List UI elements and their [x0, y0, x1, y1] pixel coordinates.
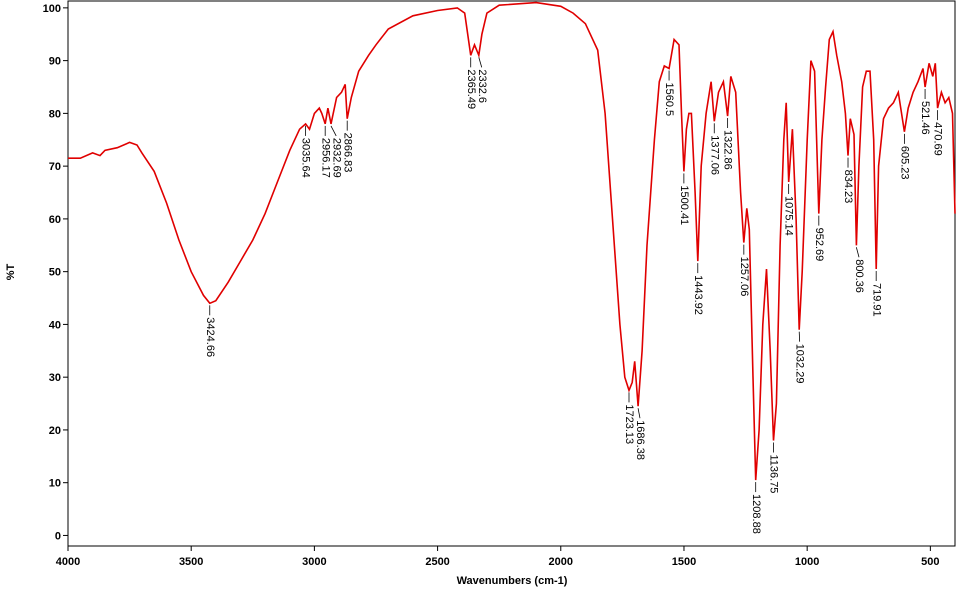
peak-label: 1443.92	[692, 275, 704, 315]
peak-label: 2866.83	[341, 133, 353, 173]
peak-leader	[637, 408, 641, 419]
x-tick-label: 4000	[56, 556, 80, 568]
peak-label: 1500.41	[678, 185, 690, 225]
y-tick-label: 60	[49, 214, 61, 226]
peak-label: 800.36	[853, 259, 865, 293]
peak-label: 834.23	[842, 170, 854, 204]
x-tick-label: 2500	[425, 556, 449, 568]
peak-label: 719.91	[870, 283, 882, 317]
x-tick-label: 1000	[795, 556, 819, 568]
y-axis-label: %T	[5, 263, 17, 280]
y-tick-label: 10	[49, 478, 61, 490]
x-tick-label: 500	[921, 556, 939, 568]
peak-leader	[855, 247, 860, 258]
peak-label: 1136.75	[768, 454, 780, 493]
peak-label: 1075.14	[783, 196, 795, 236]
peak-label: 1257.06	[738, 257, 750, 297]
peak-label: 605.23	[899, 146, 911, 180]
y-tick-label: 90	[49, 56, 61, 68]
spectrum-line	[68, 1, 956, 481]
peak-label: 1560.5	[663, 83, 675, 117]
y-tick-label: 40	[49, 319, 61, 331]
peak-label: 2956.17	[319, 138, 331, 178]
peak-leader	[330, 125, 337, 137]
y-tick-label: 20	[49, 425, 61, 437]
peak-label: 1723.13	[623, 404, 635, 444]
peak-label: 1208.88	[750, 494, 762, 534]
peak-label: 521.46	[919, 101, 931, 135]
x-tick-label: 1500	[672, 556, 696, 568]
y-tick-label: 30	[49, 372, 61, 384]
peak-label: 1322.86	[722, 130, 734, 170]
peak-label: 3035.64	[300, 138, 312, 178]
x-tick-label: 3000	[302, 556, 326, 568]
y-tick-label: 50	[49, 267, 61, 279]
plot-frame	[67, 0, 956, 547]
y-tick-label: 0	[55, 530, 61, 542]
peak-label: 2365.49	[465, 69, 477, 109]
peak-label: 1686.38	[634, 420, 646, 460]
x-tick-label: 3500	[179, 556, 203, 568]
peak-label: 2932.69	[330, 138, 342, 178]
peak-label: 2332.6	[476, 69, 488, 103]
peak-label: 1032.29	[794, 344, 806, 384]
x-axis-label: Wavenumbers (cm-1)	[457, 575, 568, 587]
peak-leader	[478, 57, 483, 68]
peak-label: 470.69	[932, 122, 944, 156]
peak-label: 952.69	[813, 228, 825, 262]
y-tick-label: 70	[49, 161, 61, 173]
y-tick-label: 100	[43, 3, 61, 15]
peak-label: 1377.06	[708, 135, 720, 175]
x-tick-label: 2000	[549, 556, 573, 568]
peak-label: 3424.66	[204, 317, 216, 357]
y-tick-label: 80	[49, 108, 61, 120]
